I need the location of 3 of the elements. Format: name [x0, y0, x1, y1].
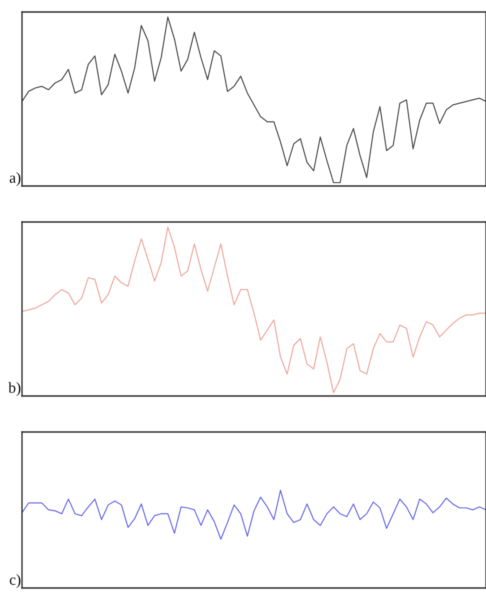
text: a) [10, 172, 20, 186]
text: c) [10, 574, 20, 588]
text: b) [8, 382, 20, 396]
